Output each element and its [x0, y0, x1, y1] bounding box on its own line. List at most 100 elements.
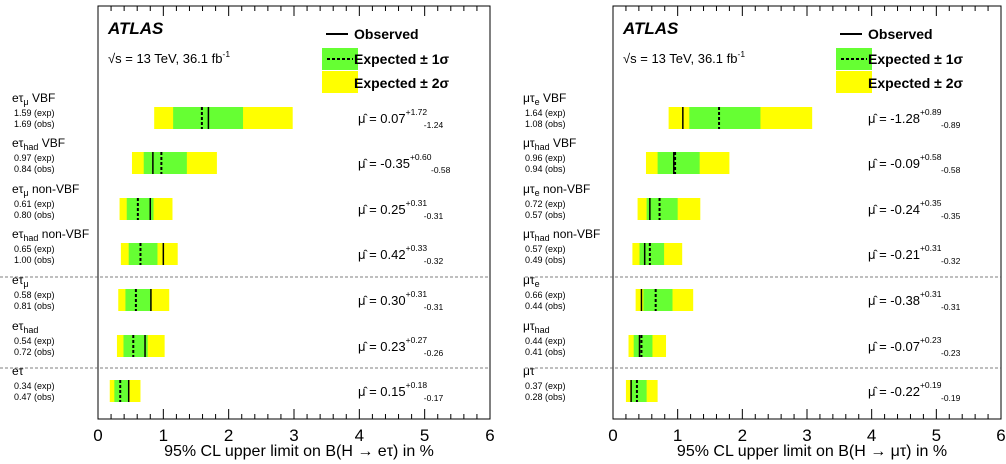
category-sub: had: [535, 142, 550, 152]
category-suffix: non-VBF: [29, 182, 80, 196]
mu-hat-value: μ̂ = 0.30: [358, 293, 406, 308]
expected-value-text: 1.59 (exp): [14, 108, 55, 118]
energy-sup: -1: [222, 49, 230, 59]
energy-luminosity-text: √s = 13 TeV, 36.1 fb-1: [108, 49, 230, 66]
expected-value-text: 0.44 (exp): [525, 336, 566, 346]
legend-2sigma-swatch: [322, 71, 358, 93]
mu-hat-label: μ̂ = -0.35+0.60: [358, 152, 432, 171]
category-sub: e: [535, 97, 540, 107]
observed-value-text: 0.57 (obs): [525, 210, 566, 220]
mu-hat-value: μ̂ = 0.07: [358, 111, 406, 126]
category-label: eτhad non-VBF: [12, 227, 89, 243]
mu-hat-up: +0.31: [920, 289, 942, 299]
mu-hat-down: -0.35: [941, 211, 961, 221]
category-label: μτhad non-VBF: [523, 227, 600, 243]
category-sub: had: [23, 325, 38, 335]
legend-1sigma-label: Expected ± 1σ: [868, 51, 963, 67]
sqrt-s: √s: [623, 51, 640, 66]
category-sub: e: [535, 188, 540, 198]
mu-hat-value: μ̂ = 0.25: [358, 202, 406, 217]
category-sub: had: [23, 233, 38, 243]
energy-luminosity-text: √s = 13 TeV, 36.1 fb-1: [623, 49, 745, 66]
mu-hat-value: μ̂ = 0.23: [358, 339, 406, 354]
mu-hat-down: -0.58: [431, 165, 451, 175]
mu-hat-value: μ̂ = -0.38: [868, 293, 920, 308]
observed-value-text: 0.94 (obs): [525, 164, 566, 174]
category-main: μτ: [523, 227, 535, 241]
category-main: eτ: [12, 136, 24, 150]
observed-value-text: 0.28 (obs): [525, 392, 566, 402]
mu-hat-label: μ̂ = -0.09+0.58: [868, 152, 942, 171]
expected-value-text: 0.57 (exp): [525, 244, 566, 254]
expected-value-text: 0.65 (exp): [14, 244, 55, 254]
category-suffix: VBF: [29, 91, 56, 105]
category-sub: e: [535, 279, 540, 289]
category-label: eτμ: [12, 273, 29, 289]
category-label: μτ: [523, 364, 535, 378]
mu-hat-value: μ̂ = -0.24: [868, 202, 920, 217]
category-label: eτμ VBF: [12, 91, 55, 107]
legend-2sigma-label: Expected ± 2σ: [354, 75, 449, 91]
band-1sigma: [143, 152, 187, 174]
mu-hat-down: -0.23: [941, 348, 961, 358]
legend-observed-label: Observed: [868, 26, 933, 42]
observed-value-text: 0.80 (obs): [14, 210, 55, 220]
category-main: μτ: [523, 364, 535, 378]
expected-value-text: 0.72 (exp): [525, 199, 566, 209]
category-main: μτ: [523, 91, 535, 105]
energy-sup: -1: [737, 49, 745, 59]
mu-hat-up: +0.60: [410, 152, 432, 162]
band-1sigma: [689, 107, 761, 129]
mu-hat-label: μ̂ = 0.25+0.31: [358, 198, 427, 217]
x-tick-label: 3: [802, 426, 811, 445]
mu-hat-down: -0.31: [941, 302, 961, 312]
mu-hat-up: +0.18: [406, 380, 428, 390]
mu-hat-down: -0.26: [424, 348, 444, 358]
mu-hat-label: μ̂ = 0.15+0.18: [358, 380, 427, 399]
category-sub: μ: [23, 279, 28, 289]
mu-hat-up: +0.31: [920, 243, 942, 253]
mu-hat-up: +1.72: [406, 107, 428, 117]
x-axis-label: 95% CL upper limit on B(H → μτ) in %: [677, 443, 947, 460]
observed-value-text: 0.84 (obs): [14, 164, 55, 174]
mu-hat-down: -1.24: [424, 120, 444, 130]
category-main: μτ: [523, 136, 535, 150]
observed-value-text: 1.69 (obs): [14, 119, 55, 129]
band-1sigma: [114, 380, 130, 402]
mu-hat-up: +0.58: [920, 152, 942, 162]
mu-hat-value: μ̂ = -1.28: [868, 111, 920, 126]
atlas-logo-text: ATLAS: [107, 19, 164, 38]
x-tick-label: 6: [485, 426, 494, 445]
mu-hat-down: -0.32: [424, 256, 444, 266]
category-main: μτ: [523, 182, 535, 196]
mu-hat-label: μ̂ = -0.38+0.31: [868, 289, 942, 308]
expected-value-text: 0.97 (exp): [14, 153, 55, 163]
mu-hat-label: μ̂ = -0.24+0.35: [868, 198, 942, 217]
energy-text: = 13 TeV, 36.1 fb: [640, 51, 737, 66]
energy-text: = 13 TeV, 36.1 fb: [125, 51, 222, 66]
mu-hat-down: -0.58: [941, 165, 961, 175]
mu-hat-value: μ̂ = -0.22: [868, 384, 920, 399]
category-sub: had: [535, 233, 550, 243]
mu-hat-up: +0.35: [920, 198, 942, 208]
legend-2sigma-label: Expected ± 2σ: [868, 75, 963, 91]
mu-hat-down: -0.17: [424, 393, 444, 403]
expected-value-text: 0.58 (exp): [14, 290, 55, 300]
category-suffix: non-VBF: [540, 182, 591, 196]
band-1sigma: [128, 243, 158, 265]
mu-hat-value: μ̂ = 0.15: [358, 384, 406, 399]
category-sub: μ: [23, 97, 28, 107]
category-main: eτ: [12, 319, 24, 333]
category-main: eτ: [12, 91, 24, 105]
observed-value-text: 0.44 (obs): [525, 301, 566, 311]
observed-value-text: 0.47 (obs): [14, 392, 55, 402]
band-1sigma: [125, 289, 151, 311]
mu-hat-down: -0.89: [941, 120, 961, 130]
category-sub: μ: [23, 188, 28, 198]
band-1sigma: [126, 198, 154, 220]
category-label: eτ: [12, 364, 24, 378]
category-label: eτhad VBF: [12, 136, 65, 152]
mu-hat-up: +0.33: [406, 243, 428, 253]
